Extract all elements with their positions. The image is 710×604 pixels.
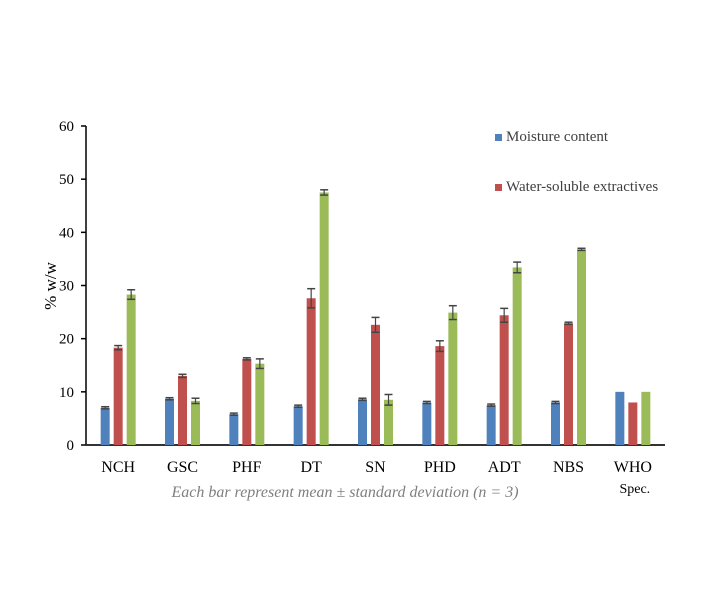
bar — [358, 399, 367, 445]
x-tick-label: NBS — [553, 459, 584, 476]
x-tick-label: Spec. — [619, 482, 650, 497]
bar — [306, 298, 316, 445]
bar — [371, 324, 380, 445]
y-tick-label: 50 — [59, 172, 74, 188]
bar — [384, 399, 393, 445]
bar — [628, 402, 638, 445]
bar — [499, 315, 509, 445]
bar — [641, 391, 651, 445]
x-tick-label: WHO — [614, 459, 652, 476]
bar — [255, 363, 265, 445]
bar — [191, 400, 200, 445]
x-tick-label: ADT — [488, 459, 521, 476]
y-tick-label: 0 — [67, 438, 75, 454]
legend-swatch — [495, 184, 502, 191]
x-tick-label: PHF — [232, 459, 261, 476]
x-tick-label: GSC — [167, 459, 198, 476]
legend-label: Water-soluble extractives — [506, 179, 658, 195]
bar — [448, 312, 458, 445]
bar — [113, 347, 123, 445]
bar — [126, 294, 136, 445]
x-tick-label: DT — [301, 459, 323, 476]
bar — [422, 402, 432, 445]
legend-swatch — [495, 134, 502, 141]
x-tick-label: PHD — [424, 459, 456, 476]
bar — [165, 398, 174, 445]
x-tick-label: SN — [365, 459, 386, 476]
x-axis-note: Each bar represent mean ± standard devia… — [170, 484, 518, 501]
bar — [551, 402, 560, 445]
bar — [178, 375, 187, 445]
bar — [486, 405, 496, 445]
bar — [512, 267, 522, 445]
y-tick-label: 30 — [59, 279, 74, 295]
bar — [435, 346, 445, 445]
y-tick-label: 10 — [59, 385, 74, 401]
y-tick-label: 40 — [59, 225, 74, 241]
y-tick-label: 60 — [59, 119, 74, 135]
bar — [615, 391, 625, 445]
bar — [100, 407, 110, 445]
bar — [293, 406, 303, 445]
y-tick-label: 20 — [59, 332, 74, 348]
bar — [242, 358, 252, 445]
bar — [319, 192, 329, 445]
legend-label: Moisture content — [506, 129, 609, 145]
bar — [564, 323, 573, 445]
y-axis-label: % w/w — [41, 261, 60, 309]
x-tick-label: NCH — [101, 459, 135, 476]
bar — [577, 249, 586, 445]
bar — [229, 414, 239, 445]
